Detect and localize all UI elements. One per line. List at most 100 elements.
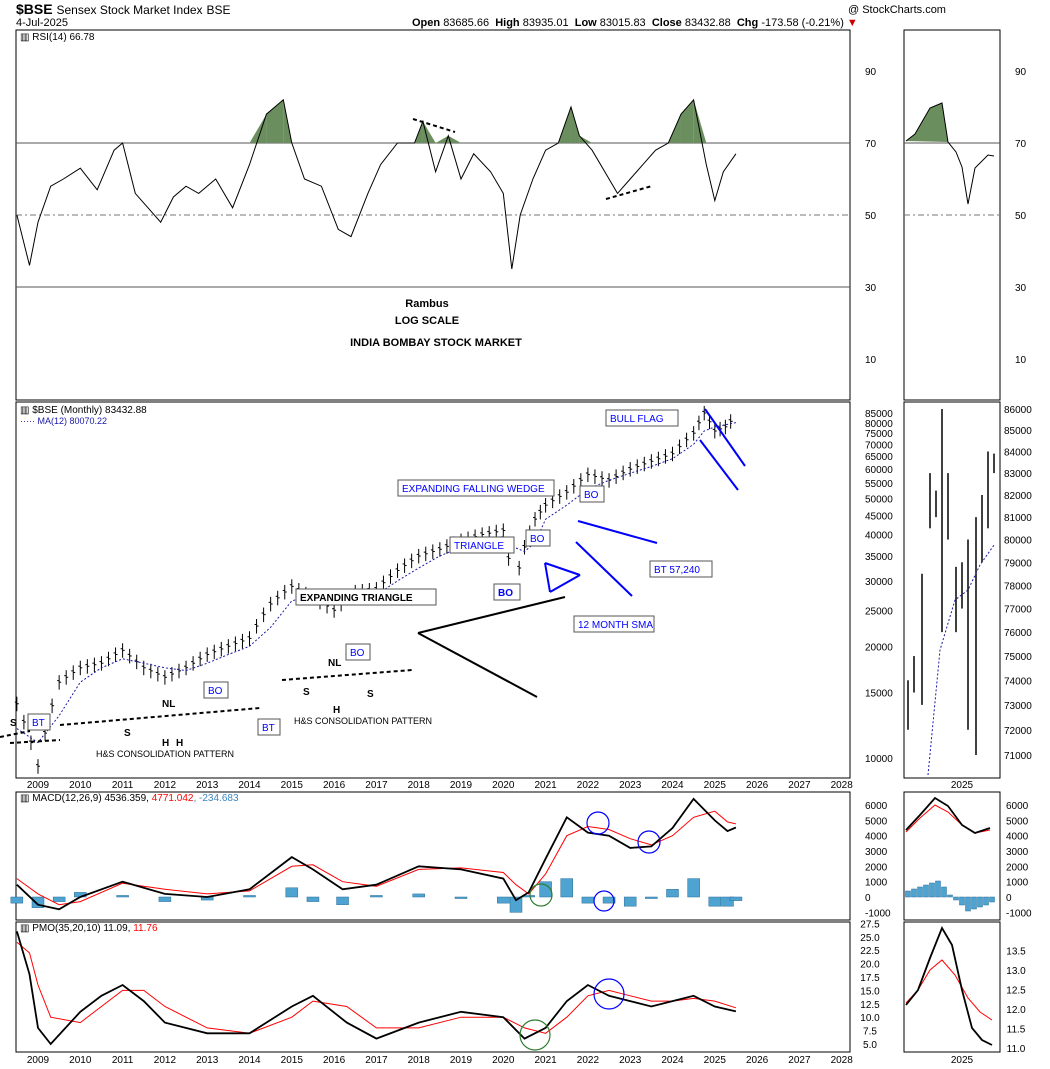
pattern-label: BT [32,718,45,729]
rsi-y-tick: 50 [865,211,877,222]
pmo-x-tick: 2026 [746,1055,769,1066]
pattern-label: BO [208,686,223,697]
pattern-label: BULL FLAG [610,414,664,425]
price-y-tick: 45000 [865,512,893,523]
price-zoom-y-tick: 81000 [1004,513,1032,524]
price-x-tick: 2010 [69,780,92,791]
price-zoom-y-tick: 77000 [1004,605,1032,616]
price-zoom-y-tick: 80000 [1004,536,1032,547]
pattern-label: S [124,728,131,739]
macd-zoom-bar [905,890,911,898]
macd-legend: ▥ MACD(12,26,9) 4536.359, 4771.042, -234… [20,793,239,804]
macd-zoom-bar [911,888,917,898]
macd-y-tick: 6000 [865,801,888,812]
symbol-title: $BSE Sensex Stock Market Index BSE [16,1,230,17]
pmo-x-tick: 2015 [281,1055,304,1066]
pattern-label-box [345,643,371,661]
pmo-x-tick: 2016 [323,1055,346,1066]
high-value: 83935.01 [522,17,569,29]
pmo-zoom-y-tick: 13.5 [1006,947,1026,958]
rsi-y-tick: 70 [865,139,877,150]
price-zoom-x-tick: 2025 [951,780,974,791]
pmo-zoom-y-tick: 12.0 [1006,1005,1026,1016]
price-x-tick: 2028 [831,780,854,791]
pattern-label: H [333,705,340,716]
pmo-zoom-line [905,925,993,1046]
close-label: Close [651,17,682,29]
price-y-tick: 30000 [865,577,893,588]
macd-histogram-bar [687,878,700,898]
exchange: BSE [206,3,231,17]
price-x-tick: 2014 [238,780,261,791]
low-value: 83015.83 [599,17,646,29]
macd-histogram-bar [721,896,734,907]
macd-histogram-bar [666,889,679,898]
pmo-zoom-x-tick: 2025 [951,1055,974,1066]
pmo-x-tick: 2019 [450,1055,473,1066]
price-zoom-y-tick: 86000 [1004,405,1032,416]
pattern-label: NL [162,699,175,710]
expanding-triangle-bottom [417,632,538,698]
expanding-triangle-top [417,596,566,634]
pmo-y-tick: 25.0 [860,933,880,944]
price-zoom-y-tick: 78000 [1004,581,1032,592]
macd-histogram-bar [243,895,256,898]
pattern-label: BO [584,490,599,501]
pmo-zoom-y-tick: 11.0 [1007,1044,1026,1055]
price-y-tick: 50000 [865,495,893,506]
pattern-label: BO [530,534,545,545]
rsi-zoom-y-tick: 90 [1015,67,1027,78]
price-x-tick: 2016 [323,780,346,791]
macd-histogram-bar [497,896,510,904]
macd-histogram-bar [645,896,658,899]
pmo-x-tick: 2010 [69,1055,92,1066]
price-x-tick: 2019 [450,780,473,791]
rsi-y-tick: 10 [865,355,877,366]
low-label: Low [574,17,597,29]
macd-histogram-bar [623,896,637,907]
pattern-label: H [162,738,169,749]
index-name: Sensex Stock Market Index [56,3,203,17]
neckline-1 [59,707,261,726]
macd-histogram-bar [729,896,743,901]
wedge-bottom [575,541,633,597]
rsi-overbought-fill [448,135,461,143]
pattern-label: EXPANDING TRIANGLE [300,593,413,604]
price-x-tick: 2022 [577,780,600,791]
pmo-x-tick: 2012 [154,1055,177,1066]
pmo-y-tick: 27.5 [860,919,880,930]
pmo-x-tick: 2027 [788,1055,811,1066]
pattern-label: EXPANDING FALLING WEDGE [402,484,545,495]
price-y-tick: 10000 [865,754,893,765]
pattern-label-box [493,583,521,601]
price-x-tick: 2025 [704,780,727,791]
pmo-x-tick: 2014 [238,1055,261,1066]
price-zoom-y-tick: 79000 [1004,558,1032,569]
rsi-trend-bottom [605,185,653,200]
price-y-tick: 20000 [865,642,893,653]
price-zoom-panel [903,401,1001,779]
rsi-y-tick: 30 [865,283,877,294]
price-zoom-y-tick: 84000 [1004,447,1032,458]
rsi-line [16,98,737,270]
open-value: 83685.66 [443,17,490,29]
macd-histogram-bar [581,896,595,904]
price-zoom-y-tick: 71000 [1004,751,1032,762]
high-label: High [495,17,520,29]
pmo-x-tick: 2024 [661,1055,684,1066]
macd-line [16,797,737,911]
macd-y-tick: 0 [865,893,871,904]
neckline-left [9,739,61,744]
price-legend: ▥ $BSE (Monthly) 83432.88 [20,405,147,416]
macd-zoom-y-tick: 5000 [1006,816,1029,827]
price-zoom-y-tick: 74000 [1004,676,1032,687]
pattern-label: H [176,738,183,749]
macd-zoom-bar [953,896,959,901]
chg-value: -173.58 (-0.21%) [761,17,844,29]
pmo-cross-circle [519,1019,551,1051]
macd-histogram-bar [602,896,616,904]
price-x-tick: 2026 [746,780,769,791]
price-y-tick: 15000 [865,689,893,700]
chart-date: 4-Jul-2025 [16,17,68,29]
price-x-tick: 2012 [154,780,177,791]
